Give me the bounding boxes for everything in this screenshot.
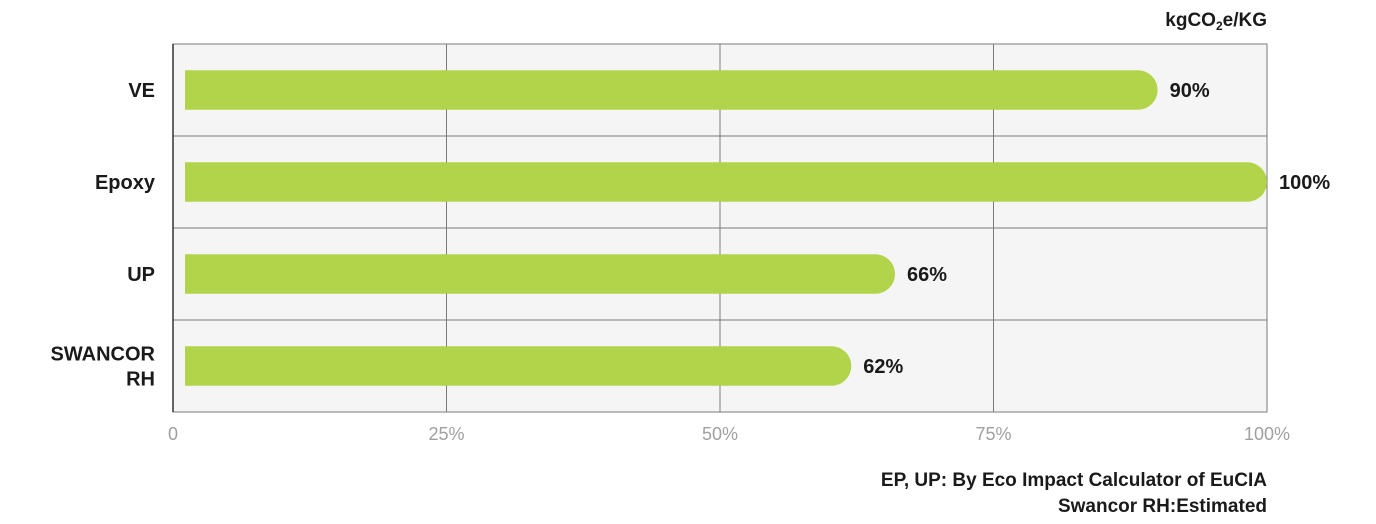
category-label-3-1: RH bbox=[126, 369, 155, 391]
bar-3 bbox=[185, 346, 852, 386]
bar-2 bbox=[185, 254, 896, 294]
x-tick-label-0: 0 bbox=[168, 424, 178, 444]
source-note-2: Swancor RH:Estimated bbox=[1057, 496, 1267, 517]
unit-sub: 2 bbox=[1215, 19, 1223, 33]
category-label-3-0: SWANCOR bbox=[51, 344, 156, 366]
value-label-3: 62% bbox=[863, 356, 903, 378]
source-note-1: EP, UP: By Eco Impact Calculator of EuCI… bbox=[880, 470, 1267, 491]
category-label-2-0: UP bbox=[127, 264, 155, 286]
category-label-0-0: VE bbox=[128, 80, 155, 102]
unit-rest: e/KG bbox=[1222, 10, 1267, 31]
value-label-0: 90% bbox=[1170, 80, 1210, 102]
x-tick-label-2: 50% bbox=[702, 424, 738, 444]
bar-0 bbox=[185, 70, 1158, 110]
value-label-2: 66% bbox=[907, 264, 947, 286]
source-notes: EP, UP: By Eco Impact Calculator of EuCI… bbox=[881, 468, 1267, 520]
unit-main: kgCO bbox=[1165, 10, 1216, 31]
x-tick-label-3: 75% bbox=[975, 424, 1011, 444]
bar-1 bbox=[185, 162, 1267, 202]
x-tick-label-4: 100% bbox=[1244, 424, 1290, 444]
x-tick-label-1: 25% bbox=[428, 424, 464, 444]
unit-label: kgCO2e/KG bbox=[1165, 10, 1267, 33]
value-label-1: 100% bbox=[1279, 172, 1330, 194]
category-label-1-0: Epoxy bbox=[95, 172, 156, 194]
